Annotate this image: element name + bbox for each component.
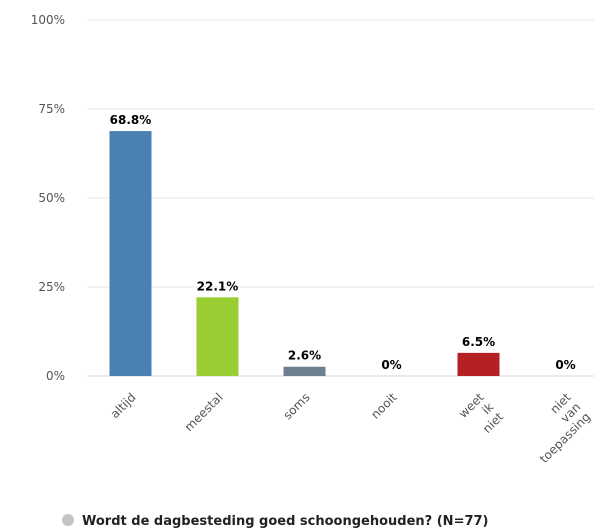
data-label: 68.8% (110, 113, 152, 127)
data-label: 6.5% (462, 335, 495, 349)
y-tick-label: 0% (46, 369, 65, 383)
data-label: 22.1% (197, 279, 239, 293)
data-label: 0% (555, 358, 575, 372)
x-tick-label: weet ik niet (456, 390, 506, 440)
y-tick-label: 100% (31, 13, 65, 27)
bar (457, 352, 500, 376)
y-tick-label: 25% (38, 280, 65, 294)
data-label: 2.6% (288, 349, 321, 363)
legend-label: Wordt de dagbesteding goed schoongehoude… (82, 514, 489, 529)
y-tick-label: 75% (38, 102, 65, 116)
x-tick-label: niet van toepassing (515, 390, 594, 469)
x-tick-label: meestal (182, 390, 226, 434)
data-label: 0% (381, 358, 401, 372)
x-tick-label: nooit (368, 390, 400, 422)
bar (196, 297, 239, 376)
x-tick-label: altijd (108, 390, 139, 421)
y-tick-label: 50% (38, 191, 65, 205)
bar (283, 366, 326, 376)
legend-marker (62, 514, 74, 526)
bar (109, 131, 152, 376)
x-tick-label: soms (280, 390, 312, 422)
